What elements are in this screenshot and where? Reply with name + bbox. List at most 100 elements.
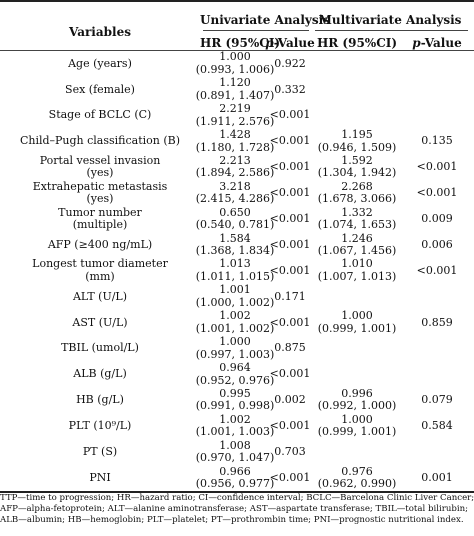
univariate-hr-cell-line: (0.991, 0.998) (195, 399, 275, 413)
variable-cell-line: AST (U/L) (72, 315, 128, 329)
table-row: ALT (U/L) 1.001 (1.000, 1.002) 0.171 (0, 284, 474, 310)
univariate-hr-cell-line: (0.956, 0.977) (195, 477, 275, 491)
univariate-hr-cell-line: (0.952, 0.976) (195, 373, 275, 387)
univariate-p-cell-text: <0.001 (269, 108, 311, 122)
multivariate-p-cell (406, 336, 468, 362)
multivariate-hr-cell: 1.332 (1.074, 1.653) (312, 206, 402, 232)
univariate-hr-cell: 1.013 (1.011, 1.015) (196, 257, 275, 284)
table-row: Child–Pugh classification (B) 1.428 (1.180… (0, 129, 474, 155)
univariate-hr-cell: 0.964 (0.952, 0.976) (196, 362, 275, 388)
univariate-p-cell: <0.001 (270, 129, 311, 155)
table-row: Extrahepatic metastasis (yes) 3.218 (2.415,… (0, 180, 474, 206)
univariate-hr-cell-line: (0.540, 0.781) (195, 218, 275, 232)
univariate-p-cell: 0.922 (270, 51, 310, 77)
univariate-hr-cell-line: 1.002 (219, 412, 251, 426)
footnote-line: ALB—albumin; HB—hemoglobin; PLT—platelet… (0, 515, 464, 525)
univariate-hr-cell-line: (0.970, 1.047) (195, 451, 275, 465)
univariate-p-cell-text: <0.001 (269, 211, 311, 225)
variable-cell: PT (S) (0, 439, 200, 465)
table-row: HB (g/L) 0.995 (0.991, 0.998) 0.002 0.996 (0.… (0, 387, 474, 413)
variable-cell: AFP (≥400 ng/mL) (0, 232, 200, 258)
univariate-hr-cell-line: (2.415, 4.286) (195, 192, 275, 206)
univariate-hr-cell-line: 1.002 (219, 309, 251, 323)
univariate-hr-cell-line: 1.428 (219, 128, 251, 142)
univariate-hr-cell: 0.966 (0.956, 0.977) (196, 464, 275, 491)
multivariate-hr-cell-line: 1.332 (341, 205, 373, 219)
variable-cell: Stage of BCLC (C) (0, 103, 200, 129)
multivariate-hr-cell-line: (1.074, 1.653) (317, 218, 397, 232)
variable-cell-line: (mm) (85, 269, 115, 283)
multivariate-p-cell-text: 0.006 (421, 237, 453, 251)
variable-cell: Child–Pugh classification (B) (0, 129, 200, 155)
multivariate-hr-cell-line: (1.304, 1.942) (317, 166, 397, 180)
univariate-p-cell-text: <0.001 (269, 160, 311, 174)
multivariate-hr-cell (312, 439, 402, 465)
univariate-hr-cell: 1.000 (0.997, 1.003) (196, 336, 275, 362)
multivariate-p-cell (406, 77, 468, 103)
multivariate-hr-cell: 1.000 (0.999, 1.001) (312, 413, 402, 439)
multivariate-hr-cell-line: (0.999, 1.001) (317, 425, 397, 439)
univariate-hr-cell: 0.995 (0.991, 0.998) (196, 387, 275, 413)
variable-cell-line: Portal vessel invasion (39, 153, 161, 167)
univariate-p-cell-text: 0.922 (274, 56, 306, 70)
table-row: Longest tumor diameter (mm) 1.013 (1.011, 1… (0, 258, 474, 284)
univariate-hr-cell-line: (0.997, 1.003) (195, 347, 275, 361)
multivariate-p-cell (406, 103, 468, 129)
univariate-hr-cell-line: 2.219 (219, 102, 251, 116)
variable-cell: HB (g/L) (0, 387, 200, 413)
univariate-p-cell-text: <0.001 (269, 263, 311, 277)
variable-cell: Sex (female) (0, 77, 200, 103)
univariate-hr-cell-line: (0.891, 1.407) (195, 88, 275, 102)
univariate-p-cell-text: 0.703 (274, 444, 306, 458)
univariate-p-cell-text: <0.001 (269, 237, 311, 251)
multivariate-p-cell: 0.079 (406, 387, 468, 413)
multivariate-hr-cell-line: 1.592 (341, 153, 373, 167)
univariate-p-cell-text: 0.002 (274, 393, 306, 407)
univariate-p-cell-text: 0.875 (274, 341, 306, 355)
univariate-hr-cell-line: 3.218 (219, 179, 251, 193)
univariate-hr-cell-line: (1.368, 1.834) (195, 244, 275, 258)
header-p-univariate: p-Value (264, 36, 316, 50)
footnote-line: AFP—alpha-fetoprotein; ALT—alanine amino… (0, 504, 469, 514)
univariate-hr-cell: 1.000 (0.993, 1.006) (196, 51, 275, 77)
multivariate-hr-cell-line: 1.000 (341, 412, 373, 426)
univariate-hr-cell: 2.219 (1.911, 2.576) (196, 102, 275, 129)
multivariate-p-cell (406, 284, 468, 310)
multivariate-hr-cell (312, 362, 402, 388)
multivariate-p-cell-text: 0.135 (421, 134, 453, 148)
variable-cell: ALB (g/L) (0, 362, 200, 388)
multivariate-hr-cell-line: 1.000 (341, 309, 373, 323)
multivariate-p-cell-text: 0.079 (421, 393, 453, 407)
multivariate-hr-cell-line: 1.246 (341, 231, 373, 245)
variable-cell: Longest tumor diameter (mm) (0, 258, 200, 284)
header-hr-univariate: HR (95%CI) (200, 36, 281, 50)
variable-cell-line: Child–Pugh classification (B) (19, 134, 181, 148)
header-multivariate: Multivariate Analysis (318, 13, 462, 27)
multivariate-p-cell-text: 0.584 (421, 419, 453, 433)
univariate-hr-cell-line: 1.013 (219, 257, 251, 271)
table-row: TBIL (umol/L) 1.000 (0.997, 1.003) 0.875 (0, 336, 474, 362)
variable-cell-line: HB (g/L) (76, 393, 124, 407)
multivariate-hr-cell: 1.195 (0.946, 1.509) (312, 129, 402, 155)
multivariate-hr-cell-line: (1.678, 3.066) (317, 192, 397, 206)
univariate-hr-cell-line: 2.213 (219, 153, 251, 167)
univariate-hr-cell: 1.120 (0.891, 1.407) (196, 77, 275, 103)
variable-cell-line: PLT (10⁹/L) (68, 419, 132, 433)
univariate-p-cell: <0.001 (269, 258, 311, 284)
univariate-p-cell-text: <0.001 (269, 470, 311, 484)
univariate-hr-cell: 0.650 (0.540, 0.781) (196, 206, 275, 232)
bottom-rule (0, 491, 474, 493)
multivariate-hr-cell-line: 2.268 (341, 179, 373, 193)
multivariate-p-cell-text: <0.001 (416, 186, 458, 200)
variable-cell-line: (yes) (86, 166, 114, 180)
variable-cell: Age (years) (0, 51, 200, 77)
table-row: Tumor number (multiple) 0.650 (0.540, 0.781… (0, 206, 474, 232)
univariate-hr-cell-line: (1.011, 1.015) (195, 269, 275, 283)
multivariate-hr-cell: 0.976 (0.962, 0.990) (312, 465, 402, 491)
multivariate-hr-cell-line: 0.976 (341, 464, 373, 478)
table-row: AFP (≥400 ng/mL) 1.584 (1.368, 1.834) <0.00… (0, 232, 474, 258)
variable-cell-line: PNI (89, 470, 111, 484)
univariate-hr-cell-line: 0.966 (219, 464, 251, 478)
header-p-italic: p (265, 36, 274, 50)
multivariate-hr-cell (312, 284, 402, 310)
